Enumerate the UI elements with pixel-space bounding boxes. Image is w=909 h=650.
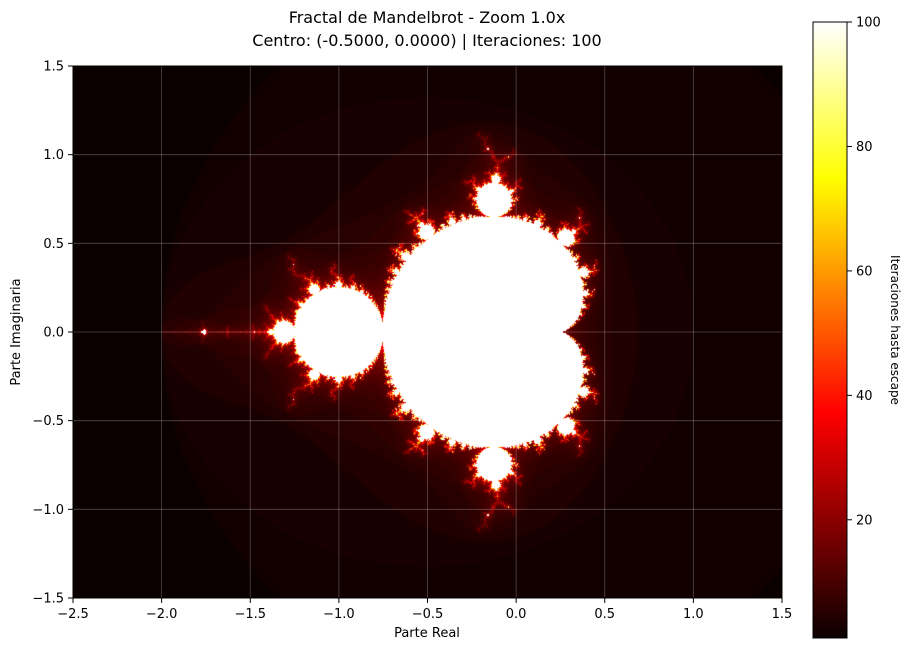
colorbar: 100 80 60 40 20 Iteraciones hasta escape [812, 16, 902, 639]
colorbar-gradient [813, 22, 847, 638]
y-tick-label: −1.0 [32, 503, 64, 518]
x-tick-label: −2.5 [57, 607, 89, 622]
colorbar-frame [812, 21, 848, 639]
plot-area [72, 65, 783, 599]
x-tick-label: 0.0 [506, 607, 527, 622]
x-tick-label: 1.5 [772, 607, 793, 622]
y-axis: 1.5 1.0 0.5 0.0 −0.5 −1.0 −1.5 [32, 60, 73, 607]
x-tick-label: −1.5 [234, 607, 266, 622]
colorbar-tick-label: 40 [856, 389, 873, 404]
colorbar-ticks: 100 80 60 40 20 [847, 16, 881, 528]
colorbar-tick-label: 100 [856, 16, 881, 31]
y-axis-label: Parte Imaginaria [9, 278, 24, 385]
y-tick-label: 0.0 [43, 326, 64, 341]
mandelbrot-image [73, 66, 782, 598]
x-axis: −2.5 −2.0 −1.5 −1.0 −0.5 0.0 0.5 1.0 1.5 [57, 598, 792, 622]
x-tick-label: 1.0 [683, 607, 704, 622]
y-tick-label: 1.5 [43, 60, 64, 75]
colorbar-tick-label: 60 [856, 264, 873, 279]
y-tick-label: 0.5 [43, 237, 64, 252]
y-tick-label: 1.0 [43, 148, 64, 163]
y-tick-label: −1.5 [32, 592, 64, 607]
y-tick-label: −0.5 [32, 414, 64, 429]
chart-title-line1: Fractal de Mandelbrot - Zoom 1.0x [289, 8, 566, 27]
chart-title-line2: Centro: (-0.5000, 0.0000) | Iteraciones:… [252, 31, 601, 50]
x-tick-label: −0.5 [412, 607, 444, 622]
x-axis-label: Parte Real [394, 626, 460, 641]
x-tick-label: 0.5 [594, 607, 615, 622]
colorbar-tick-label: 80 [856, 140, 873, 155]
grid-lines [73, 66, 782, 598]
x-tick-label: −2.0 [146, 607, 178, 622]
x-tick-label: −1.0 [323, 607, 355, 622]
colorbar-tick-label: 20 [856, 513, 873, 528]
colorbar-label: Iteraciones hasta escape [888, 255, 902, 405]
